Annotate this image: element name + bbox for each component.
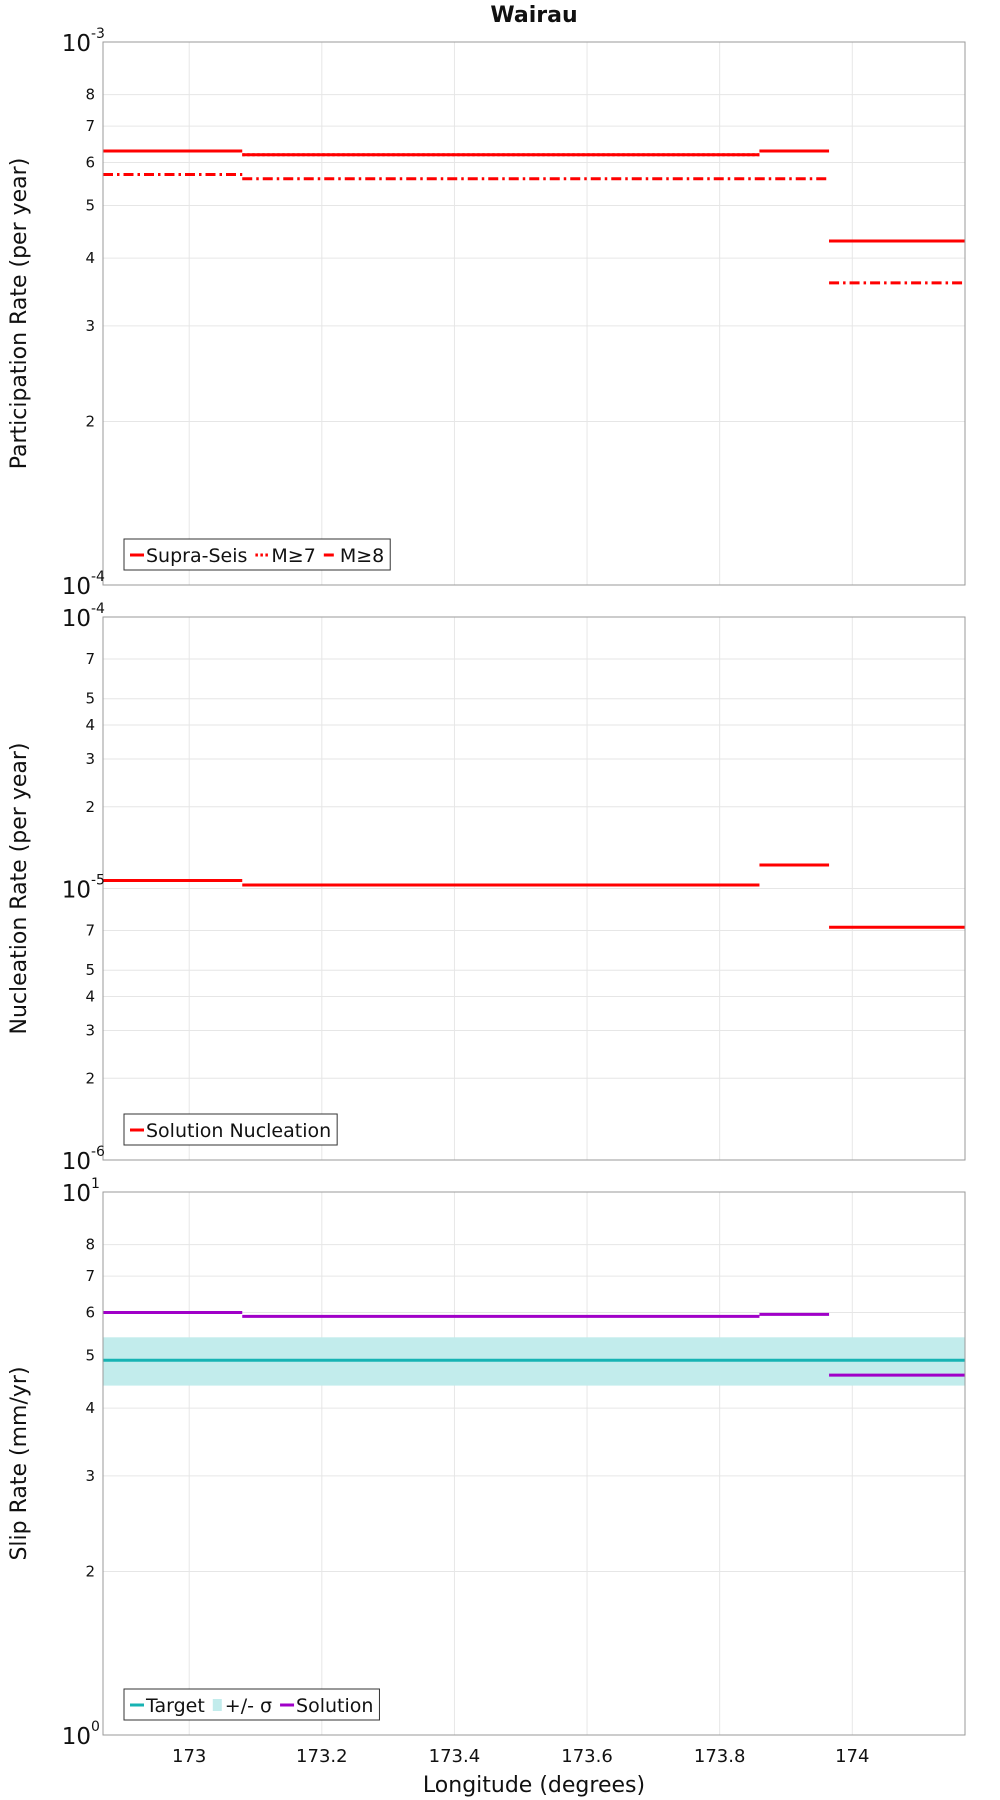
y-tick-exponent: -5 xyxy=(91,873,105,889)
x-tick-label: 173.6 xyxy=(561,1746,613,1767)
y-tick-exponent: 0 xyxy=(91,1719,100,1735)
legend-item: +/- σ xyxy=(212,1695,272,1717)
y-tick-base: 10 xyxy=(62,606,91,632)
y-tick-label: 3 xyxy=(85,750,95,768)
legend-item: Solution Nucleation xyxy=(130,1120,331,1142)
y-tick-label: 4 xyxy=(85,988,95,1006)
legend-label: +/- σ xyxy=(225,1695,272,1717)
legend-box xyxy=(123,1688,380,1721)
plot-area xyxy=(103,1192,965,1735)
legend-item: M≥7 xyxy=(255,545,316,567)
y-tick-base: 10 xyxy=(62,878,91,904)
y-tick-label-major: 10 -3 xyxy=(62,26,105,57)
y-tick-label: 7 xyxy=(85,117,95,135)
y-tick-label: 2 xyxy=(85,1069,95,1087)
y-tick-label: 6 xyxy=(85,153,95,171)
x-tick-label: 173.2 xyxy=(296,1746,348,1767)
legend-item: M≥8 xyxy=(323,545,384,567)
legend-label: Supra-Seis xyxy=(146,545,247,567)
y-tick-base: 10 xyxy=(62,1724,91,1750)
y-tick-label: 3 xyxy=(85,1467,95,1485)
chart-title: Wairau xyxy=(490,3,577,28)
series-solution xyxy=(103,1310,965,1377)
y-tick-label: 2 xyxy=(85,1563,95,1581)
y-tick-label: 4 xyxy=(85,1399,95,1417)
x-tick-label: 173 xyxy=(172,1746,206,1767)
legend-box xyxy=(123,1113,338,1146)
series-m-8 xyxy=(103,173,965,285)
y-tick-label: 2 xyxy=(85,798,95,816)
y-tick-exponent: 1 xyxy=(91,1176,100,1192)
legend-label: Target xyxy=(145,1695,205,1717)
series-m-7 xyxy=(103,149,965,243)
y-tick-label: 7 xyxy=(85,650,95,668)
y-tick-label-major: 10 -6 xyxy=(62,1144,105,1175)
y-tick-exponent: -6 xyxy=(91,1144,105,1160)
y-tick-label: 6 xyxy=(85,1303,95,1321)
y-tick-label: 5 xyxy=(85,1346,95,1364)
y-tick-label: 4 xyxy=(85,716,95,734)
y-tick-label: 5 xyxy=(85,196,95,214)
y-tick-label: 7 xyxy=(85,922,95,940)
x-axis-label: Longitude (degrees) xyxy=(423,1773,645,1798)
legend-label: Solution Nucleation xyxy=(146,1120,331,1142)
legend-item: Solution xyxy=(280,1695,373,1717)
y-tick-label-major: 10 -4 xyxy=(62,569,105,600)
y-tick-label: 4 xyxy=(85,249,95,267)
legend-swatch xyxy=(212,1699,222,1711)
y-tick-base: 10 xyxy=(62,1149,91,1175)
plot-frame xyxy=(102,1191,966,1736)
y-tick-label: 8 xyxy=(85,86,95,104)
plot-area xyxy=(103,42,965,585)
legend: Supra-Seis M≥7 M≥8 xyxy=(123,538,391,571)
y-tick-exponent: -3 xyxy=(91,26,105,42)
x-tick-label: 173.8 xyxy=(694,1746,746,1767)
plot-frame xyxy=(102,41,966,586)
legend: Solution Nucleation xyxy=(123,1113,338,1146)
legend-label: M≥8 xyxy=(340,545,384,567)
y-tick-base: 10 xyxy=(62,31,91,57)
y-tick-label-major: 10 -4 xyxy=(62,601,105,632)
legend: Target +/- σ Solution xyxy=(123,1688,380,1721)
x-tick-label: 173.4 xyxy=(429,1746,481,1767)
y-tick-label-major: 10 -5 xyxy=(62,873,105,904)
y-tick-exponent: -4 xyxy=(91,601,105,617)
y-axis-label: Slip Rate (mm/yr) xyxy=(7,1366,32,1560)
y-tick-label-major: 10 0 xyxy=(62,1719,100,1750)
y-tick-base: 10 xyxy=(62,574,91,600)
y-tick-label: 7 xyxy=(85,1267,95,1285)
y-tick-label: 5 xyxy=(85,961,95,979)
y-tick-label: 3 xyxy=(85,1021,95,1039)
y-tick-base: 10 xyxy=(62,1181,91,1207)
y-tick-label-major: 10 1 xyxy=(62,1176,100,1207)
y-tick-label: 8 xyxy=(85,1236,95,1254)
plot-frame xyxy=(102,616,966,1161)
legend-label: M≥7 xyxy=(271,545,315,567)
series-solution-nucleation xyxy=(103,863,965,929)
y-tick-label: 3 xyxy=(85,317,95,335)
y-tick-exponent: -4 xyxy=(91,569,105,585)
y-tick-label: 2 xyxy=(85,413,95,431)
y-tick-label: 5 xyxy=(85,690,95,708)
y-axis-label: Participation Rate (per year) xyxy=(7,158,32,470)
legend-label: Solution xyxy=(296,1695,373,1717)
legend-item: Supra-Seis xyxy=(130,545,247,567)
legend-item: Target xyxy=(130,1695,205,1717)
x-tick-label: 174 xyxy=(835,1746,869,1767)
y-axis-label: Nucleation Rate (per year) xyxy=(7,743,32,1035)
